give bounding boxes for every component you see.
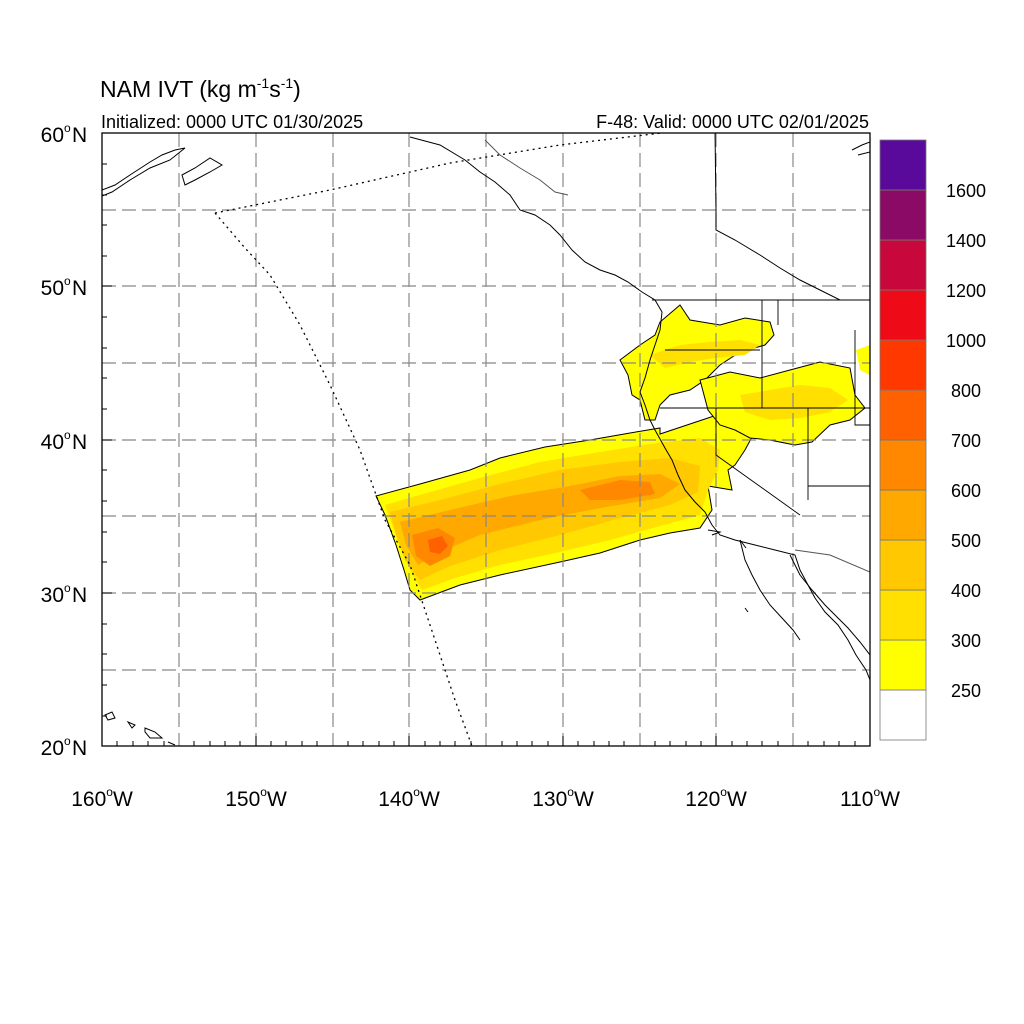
figure-title: NAM IVT (kg m-1s-1) [100,75,301,102]
colorbar-swatch [879,139,927,191]
colorbar-swatch [879,539,927,591]
coastlines [102,133,870,746]
lat-label-40-deg: o [64,428,71,442]
colorbar-swatch [879,439,927,491]
colorbar: 250 300 400 500 600 700 800 1000 1200 1400 1600 [879,139,986,741]
colorbar-label: 1200 [946,281,986,301]
colorbar-label: 250 [951,681,981,701]
colorbar-swatch [879,189,927,241]
colorbar-swatch [879,589,927,641]
ivt-east-fragment [856,345,870,375]
lat-label-60: 60 [41,124,64,147]
lat-label-60-hem: N [72,124,87,147]
lat-label-20-hem: N [72,737,87,760]
initialized-subtitle: Initialized: 0000 UTC 01/30/2025 [101,112,363,132]
lon-label-160: 160oW [71,785,133,811]
lon-label-140: 140oW [378,785,440,811]
lat-label-30: 30 [41,584,64,607]
colorbar-label: 300 [951,631,981,651]
lat-label-50: 50 [41,277,64,300]
lat-label-40: 40 [41,431,64,454]
gridlines [102,133,870,746]
colorbar-swatch [879,489,927,541]
map-panel: 60 o N 50 o N 40 o N 30 o N 20 o N 160oW… [41,121,901,811]
lon-label-150: 150oW [225,785,287,811]
colorbar-label: 500 [951,531,981,551]
colorbar-label: 1000 [946,331,986,351]
lat-label-60-deg: o [64,121,71,135]
axis-ticks [101,132,871,747]
ivt-700-800-max [428,536,448,554]
nam-domain-boundary [214,133,668,746]
latitude-labels: 60 o N 50 o N 40 o N 30 o N 20 o N [41,121,88,760]
colorbar-label: 800 [951,381,981,401]
colorbar-label: 1600 [946,181,986,201]
lat-label-30-hem: N [72,584,87,607]
ivt-600-700-core [412,480,655,566]
ivt-shading [375,304,870,601]
lon-label-130: 130oW [532,785,594,811]
colorbar-label: 700 [951,431,981,451]
lon-label-110: 110oW [840,785,900,811]
colorbar-swatch [879,239,927,291]
ivt-interior-inner [740,385,848,420]
lon-label-120: 120oW [685,785,747,811]
colorbar-swatch [879,689,927,741]
lat-label-20: 20 [41,737,64,760]
colorbar-swatch [879,639,927,691]
colorbar-swatch [879,339,927,391]
colorbar-swatch [879,389,927,441]
lat-label-50-deg: o [64,274,71,288]
longitude-labels: 160oW 150oW 140oW 130oW 120oW 110oW [71,785,900,811]
colorbar-label: 400 [951,581,981,601]
lat-label-30-deg: o [64,581,71,595]
state-borders [652,299,870,516]
valid-time-subtitle: F-48: Valid: 0000 UTC 02/01/2025 [596,112,869,132]
country-borders [484,139,870,573]
lat-label-50-hem: N [72,277,87,300]
colorbar-label: 1400 [946,231,986,251]
colorbar-swatch [879,289,927,341]
lat-label-20-deg: o [64,734,71,748]
ivt-pnw-inner [650,340,760,368]
lat-label-40-hem: N [72,431,87,454]
colorbar-label: 600 [951,481,981,501]
